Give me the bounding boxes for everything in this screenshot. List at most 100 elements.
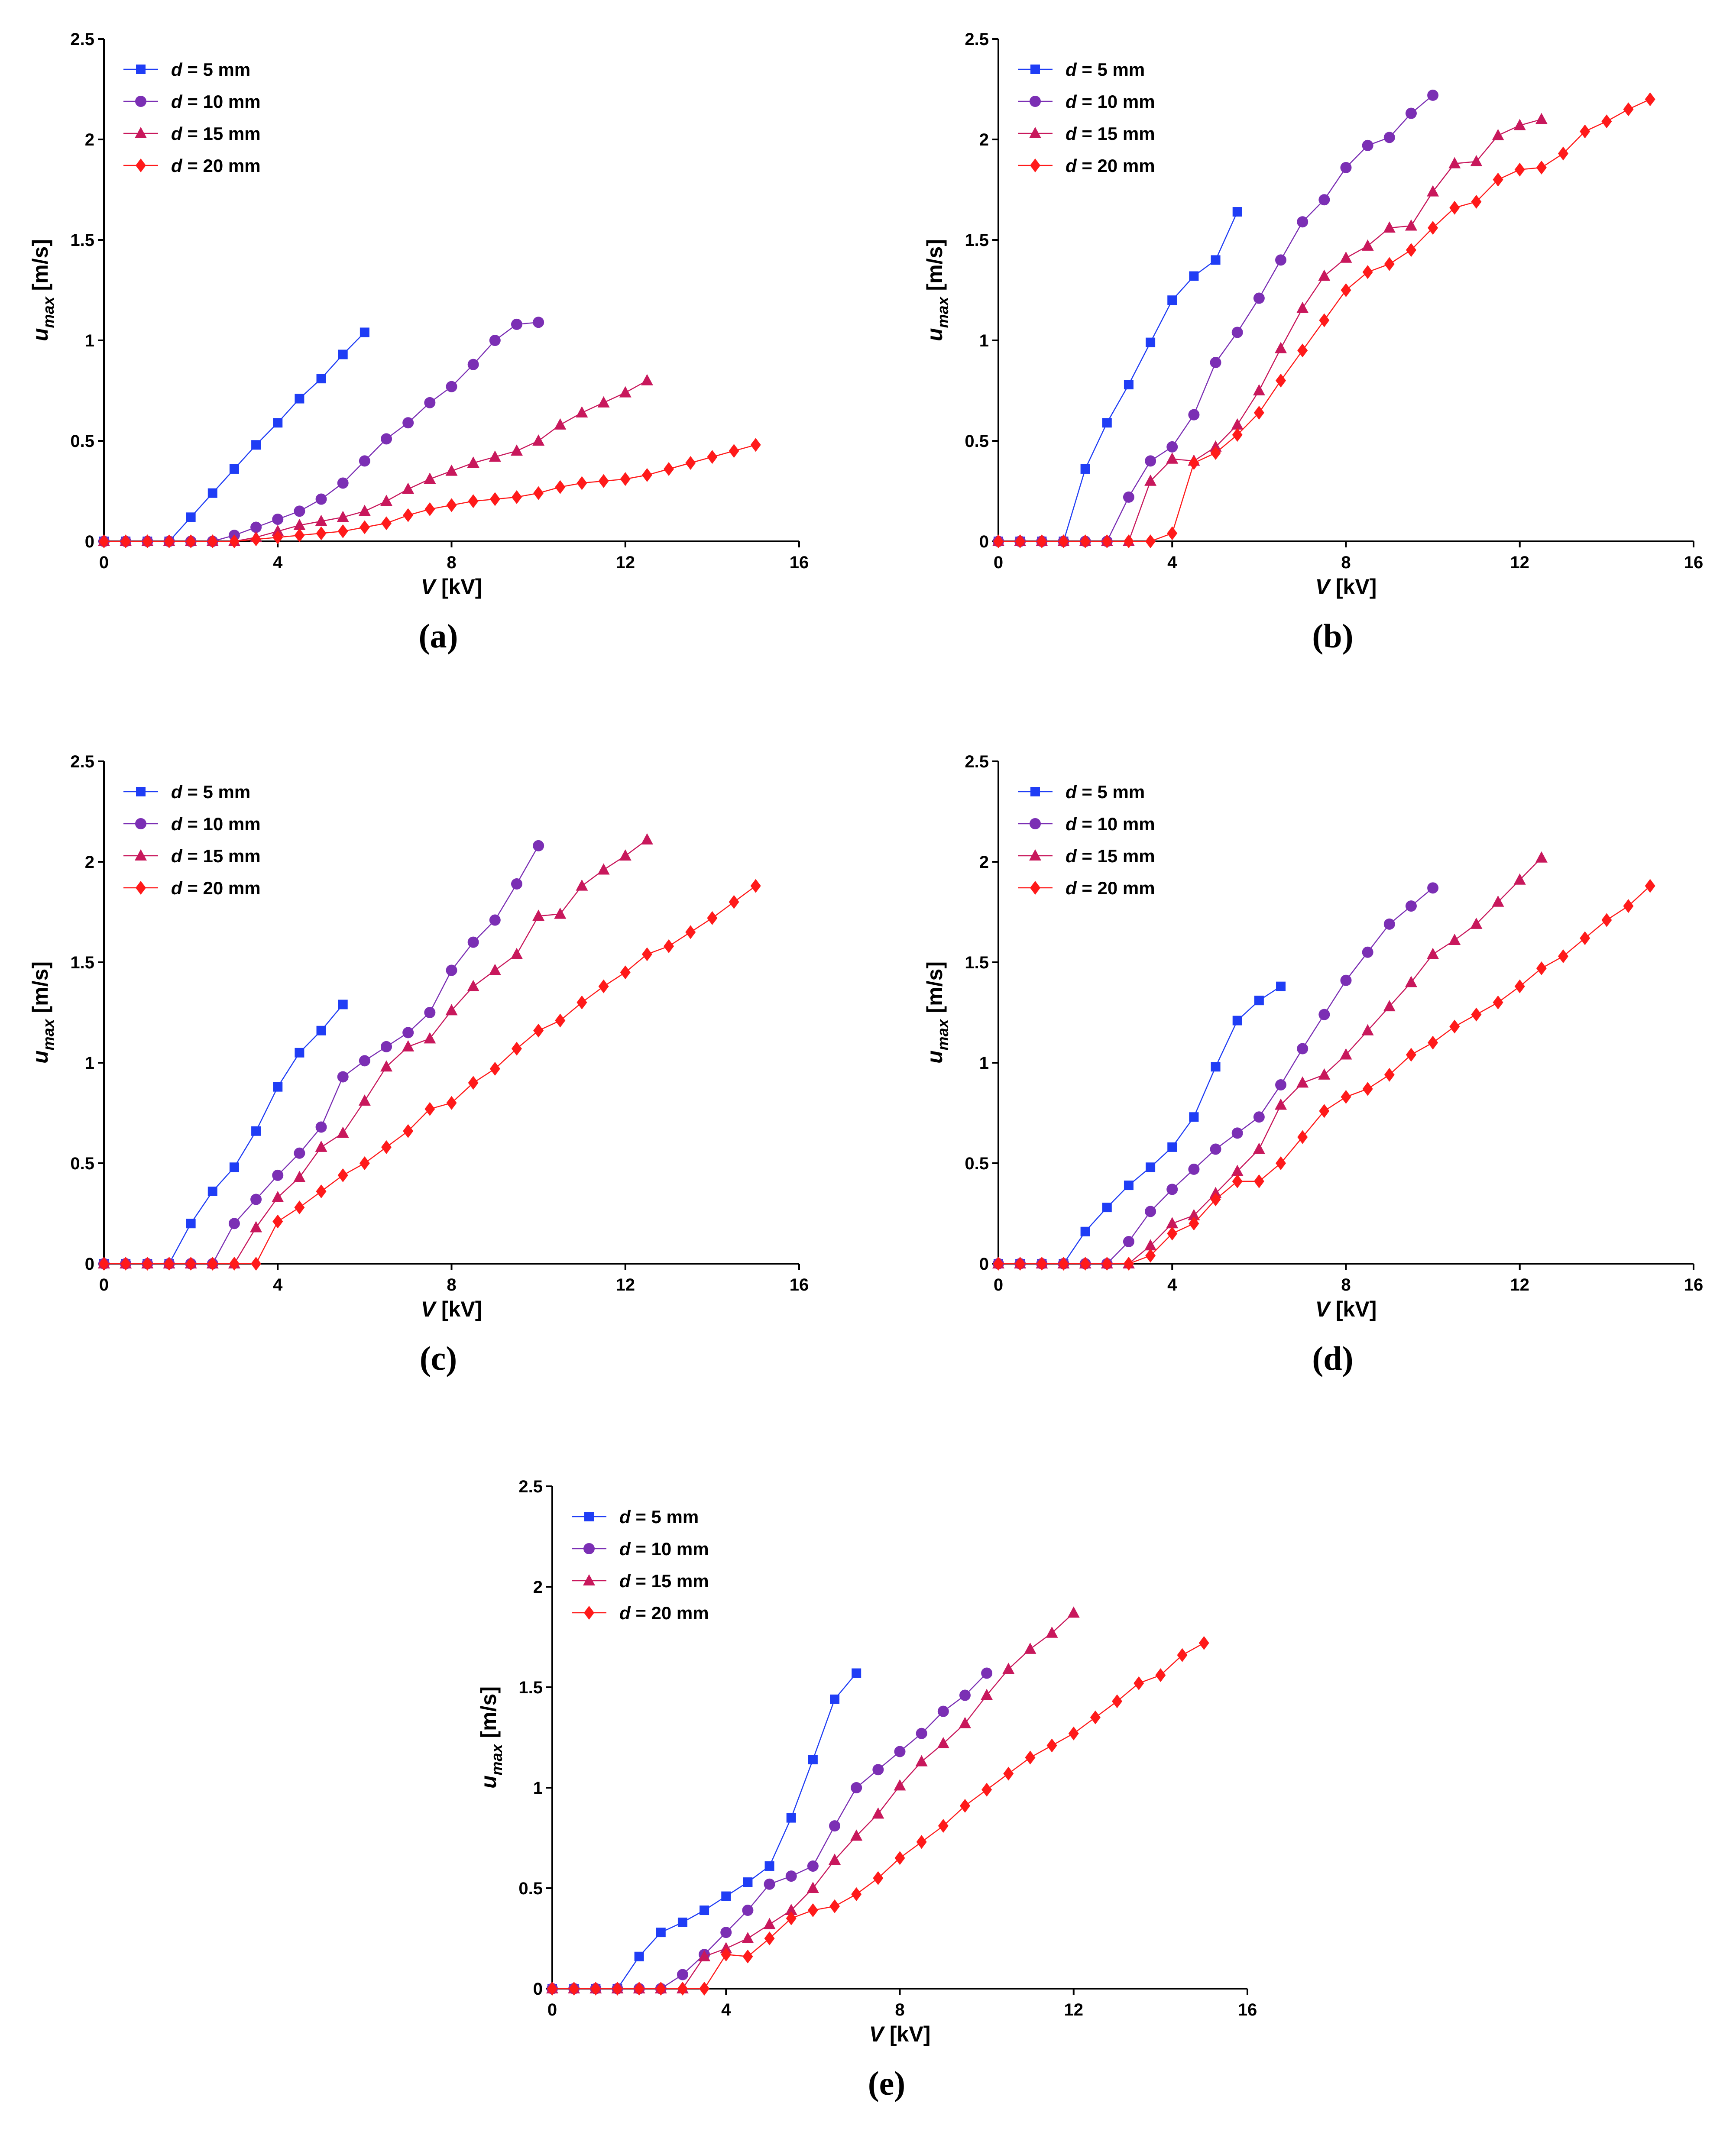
data-point — [446, 1096, 457, 1110]
data-point — [1580, 931, 1590, 945]
data-point — [1449, 201, 1460, 215]
legend-marker — [136, 159, 146, 172]
legend-label: d = 5 mm — [171, 59, 250, 80]
data-point — [511, 318, 522, 330]
data-point — [316, 526, 327, 540]
y-tick-label: 0.5 — [70, 432, 94, 451]
legend-marker — [1030, 818, 1041, 829]
series-d-10-mm: d = 10 mm — [993, 89, 1439, 547]
data-point — [511, 878, 522, 890]
y-axis-label: umax [m/s] — [28, 239, 57, 341]
y-tick-label: 1 — [533, 1779, 543, 1798]
x-tick-label: 8 — [895, 2000, 904, 2019]
data-point — [1231, 418, 1244, 430]
data-point — [229, 1162, 239, 1172]
data-point — [380, 495, 393, 506]
data-point — [785, 1904, 797, 1915]
y-tick-label: 0.5 — [965, 432, 989, 451]
data-point — [1211, 1062, 1221, 1072]
data-point — [1471, 1007, 1482, 1022]
data-point — [1036, 1257, 1047, 1271]
data-point — [1275, 254, 1287, 266]
data-point — [1080, 1257, 1091, 1271]
data-point — [1558, 949, 1569, 964]
data-point — [251, 532, 262, 547]
series-line — [104, 321, 539, 542]
data-point — [120, 1257, 131, 1271]
data-point — [1144, 1239, 1157, 1251]
data-point — [1167, 1142, 1177, 1152]
data-point — [446, 964, 457, 976]
data-point — [99, 534, 109, 548]
series-line — [104, 845, 539, 1265]
data-point — [1405, 900, 1417, 912]
data-point — [590, 1982, 601, 1996]
data-point — [1383, 1000, 1396, 1012]
data-point — [1297, 216, 1308, 228]
data-point — [993, 534, 1004, 548]
data-point — [851, 1782, 862, 1793]
data-point — [1471, 194, 1482, 209]
data-point — [402, 1027, 414, 1039]
data-point — [829, 1854, 841, 1865]
panel-label: (c) — [420, 1339, 457, 1377]
data-point — [641, 468, 652, 482]
data-point — [808, 1755, 818, 1765]
data-point — [1405, 976, 1417, 987]
data-point — [786, 1911, 797, 1925]
data-point — [1253, 292, 1265, 304]
data-point — [380, 1060, 393, 1072]
legend-marker — [1029, 127, 1041, 138]
panel-label: (b) — [1312, 617, 1353, 655]
y-tick-label: 0 — [85, 532, 94, 551]
data-point — [446, 381, 457, 392]
y-tick-label: 1 — [85, 331, 94, 350]
data-point — [250, 1221, 262, 1233]
series-line — [998, 857, 1542, 1265]
data-point — [1134, 1676, 1144, 1690]
data-point — [764, 1878, 775, 1890]
data-point — [1470, 155, 1483, 167]
data-point — [250, 521, 262, 533]
data-point — [402, 1040, 415, 1051]
data-point — [445, 464, 458, 476]
data-point — [424, 472, 436, 484]
data-point — [1254, 996, 1264, 1006]
data-point — [315, 1140, 327, 1152]
data-point — [142, 534, 153, 548]
data-point — [641, 833, 653, 844]
data-point — [272, 1191, 284, 1202]
data-point — [916, 1835, 927, 1849]
data-point — [316, 1026, 326, 1035]
y-axis-label: umax [m/s] — [476, 1686, 505, 1789]
data-point — [729, 444, 739, 458]
data-point — [619, 849, 632, 861]
data-point — [743, 1877, 753, 1887]
data-point — [894, 1779, 906, 1791]
data-point — [938, 1819, 949, 1833]
data-point — [1210, 1192, 1221, 1207]
legend-marker — [136, 787, 146, 796]
data-point — [1155, 1668, 1166, 1682]
data-point — [186, 512, 196, 522]
data-point — [729, 895, 739, 909]
data-point — [532, 434, 545, 446]
data-point — [1189, 1112, 1199, 1122]
data-point — [1580, 124, 1590, 139]
data-point — [993, 1257, 1004, 1271]
x-tick-label: 0 — [994, 1275, 1003, 1294]
data-point — [1318, 1009, 1330, 1020]
data-point — [677, 1982, 688, 1996]
data-point — [1145, 1249, 1156, 1263]
data-point — [707, 450, 718, 464]
data-point — [742, 1905, 754, 1916]
x-tick-label: 4 — [1167, 1275, 1177, 1294]
series-d-15-mm: d = 15 mm — [992, 113, 1548, 546]
data-point — [1123, 1236, 1134, 1247]
data-point — [763, 1918, 776, 1929]
data-point — [1067, 1606, 1080, 1618]
legend-label: d = 15 mm — [1066, 123, 1155, 144]
data-point — [164, 534, 175, 548]
y-axis-label: umax [m/s] — [923, 239, 952, 341]
data-point — [1645, 92, 1655, 107]
